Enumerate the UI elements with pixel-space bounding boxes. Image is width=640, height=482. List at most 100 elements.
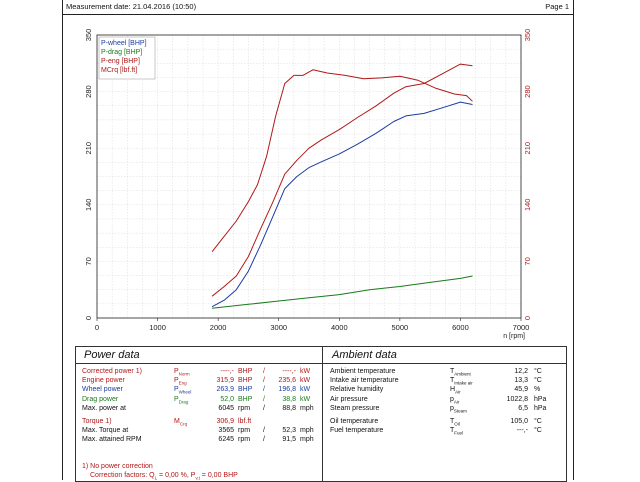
ambient-row: Steam pressure pSteam 6,5 hPa bbox=[330, 404, 562, 413]
power-sep: / bbox=[263, 436, 265, 444]
ambient-symbol: TFuel bbox=[450, 427, 464, 436]
ambient-row: Oil temperature TOil 105,0 °C bbox=[330, 417, 562, 426]
power-unit-2: kW bbox=[300, 377, 311, 385]
measurement-date: Measurement date: 21.04.2016 (10:50) bbox=[66, 2, 197, 11]
data-tables: Power data Ambient data Corrected power … bbox=[75, 346, 567, 482]
y-tick-label-left: 140 bbox=[84, 199, 93, 212]
power-sep: / bbox=[263, 404, 265, 412]
y-tick-label-left: 0 bbox=[84, 316, 93, 320]
ambient-symbol: TOil bbox=[450, 418, 460, 427]
x-tick-label: 1000 bbox=[149, 323, 166, 332]
legend-entry: P-drag [BHP] bbox=[101, 49, 142, 56]
ambient-data-title: Ambient data bbox=[332, 349, 397, 361]
y-tick-label-right: 70 bbox=[523, 257, 532, 265]
page-number: Page 1 bbox=[545, 2, 569, 11]
power-value-2: 38,8 bbox=[282, 395, 296, 403]
power-value-1: 52,0 bbox=[220, 395, 234, 403]
y-tick-label-right: 140 bbox=[523, 199, 532, 212]
power-value-1: 6245 bbox=[218, 436, 234, 444]
power-row: Corrected power 1) PNorm ----,- BHP / ----,- k… bbox=[82, 367, 318, 376]
ambient-row: Relative humidity HAir 45,9% bbox=[330, 385, 562, 394]
y-tick-label-right: 0 bbox=[523, 316, 532, 320]
power-value-1: 306,9 bbox=[216, 418, 234, 425]
y-tick-label-left: 350 bbox=[84, 29, 93, 42]
power-unit-1: lbf.ft bbox=[238, 418, 252, 425]
ambient-value: 45,9 bbox=[514, 386, 528, 394]
ambient-label: Relative humidity bbox=[330, 386, 384, 394]
ambient-label: Ambient temperature bbox=[330, 368, 396, 375]
x-tick-label: 6000 bbox=[452, 323, 469, 332]
power-unit-1: rpm bbox=[238, 436, 251, 444]
series-line-1 bbox=[212, 275, 473, 309]
ambient-value: 6,5 bbox=[518, 404, 528, 412]
table-header-line bbox=[76, 363, 566, 364]
footnote-no-correction: 1) No power correction bbox=[82, 463, 153, 470]
power-unit-2: kW bbox=[300, 368, 311, 375]
plot-frame bbox=[96, 34, 522, 319]
y-tick-label-left: 280 bbox=[84, 85, 93, 98]
legend-entry: P-wheel [BHP] bbox=[101, 40, 147, 47]
power-value-1: 315,9 bbox=[216, 377, 234, 385]
ambient-value: 105,0 bbox=[510, 418, 528, 425]
ambient-value: 12,2 bbox=[514, 368, 528, 375]
ambient-label: Intake air temperature bbox=[330, 377, 399, 385]
legend-entry: P-eng [BHP] bbox=[101, 58, 140, 65]
ambient-value: 1022,8 bbox=[506, 395, 528, 403]
ambient-row: Air pressure pAir 1022,8 hPa bbox=[330, 395, 562, 404]
dyno-report-page: Measurement date: 21.04.2016 (10:50) Pag… bbox=[62, 0, 574, 482]
power-sep: / bbox=[263, 377, 265, 385]
power-label: Corrected power 1) bbox=[82, 368, 142, 375]
ambient-row: Intake air temperature TIntake air 13,3 °C bbox=[330, 376, 562, 385]
power-value-1: 3565 bbox=[218, 427, 234, 435]
power-symbol: PDrag bbox=[174, 395, 189, 404]
power-value-1: 263,9 bbox=[216, 386, 234, 394]
power-symbol: PNorm bbox=[174, 368, 190, 377]
legend-box bbox=[98, 36, 156, 80]
ambient-symbol: pAir bbox=[450, 395, 460, 404]
ambient-symbol: pSteam bbox=[450, 404, 467, 414]
power-unit-1: BHP bbox=[238, 395, 253, 403]
x-tick-label: 4000 bbox=[331, 323, 348, 332]
power-unit-1: rpm bbox=[238, 427, 251, 435]
power-unit-2: kW bbox=[300, 395, 311, 403]
power-row: Engine power PEng 315,9 BHP / 235,6 kW bbox=[82, 376, 318, 385]
power-value-1: 6045 bbox=[218, 404, 234, 412]
ambient-label: Air pressure bbox=[330, 395, 368, 403]
footnote-correction-factors: Correction factors: QL = 0,00 %, Pv,t = … bbox=[90, 472, 238, 481]
ambient-unit: °C bbox=[534, 427, 542, 435]
ambient-value: ---,- bbox=[516, 427, 528, 435]
ambient-label: Steam pressure bbox=[330, 404, 380, 412]
ambient-row: Fuel temperature TFuel ---,- °C bbox=[330, 426, 562, 435]
power-unit-1: BHP bbox=[238, 368, 253, 375]
ambient-symbol: TAmbient bbox=[450, 368, 471, 377]
power-sep: / bbox=[263, 386, 265, 394]
power-value-2: 196,8 bbox=[278, 386, 296, 394]
ambient-label: Fuel temperature bbox=[330, 427, 384, 435]
ambient-unit: °C bbox=[534, 368, 542, 375]
power-unit-2: mph bbox=[300, 436, 314, 444]
y-tick-label-right: 210 bbox=[523, 142, 532, 155]
x-tick-label: 3000 bbox=[270, 323, 287, 332]
power-sep: / bbox=[263, 395, 265, 403]
power-value-2: 52,3 bbox=[282, 427, 296, 435]
y-tick-label-left: 210 bbox=[84, 142, 93, 155]
x-tick-label: 7000 bbox=[513, 323, 530, 332]
ambient-unit: hPa bbox=[534, 404, 547, 412]
power-unit-2: kW bbox=[300, 386, 311, 394]
power-unit-2: mph bbox=[300, 404, 314, 412]
power-label: Torque 1) bbox=[82, 418, 112, 425]
power-label: Max. Torque at bbox=[82, 427, 129, 435]
ambient-label: Oil temperature bbox=[330, 418, 379, 425]
power-data-title: Power data bbox=[84, 349, 140, 361]
power-sep: / bbox=[263, 368, 265, 375]
power-row: Wheel power PWheel 263,9 BHP / 196,8 kW bbox=[82, 385, 318, 394]
power-row: Max. attained RPM 6245 rpm / 91,5 mph bbox=[82, 435, 318, 444]
fine-grid bbox=[96, 34, 522, 319]
power-label: Wheel power bbox=[82, 386, 123, 394]
x-tick-label: 2000 bbox=[210, 323, 227, 332]
series-line-0 bbox=[211, 101, 473, 308]
table-divider bbox=[322, 347, 323, 481]
legend-entry: MCrq [lbf.ft] bbox=[101, 67, 137, 74]
x-axis-label: n [rpm] bbox=[503, 333, 525, 340]
ambient-unit: hPa bbox=[534, 395, 547, 403]
